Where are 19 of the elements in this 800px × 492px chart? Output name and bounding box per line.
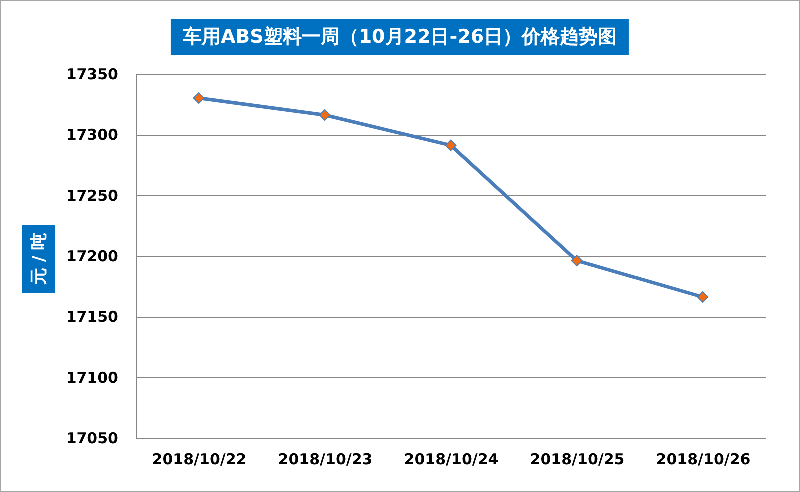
x-tick-label: 2018/10/24 bbox=[404, 450, 499, 468]
x-tick-label: 2018/10/26 bbox=[656, 450, 751, 468]
point bbox=[571, 255, 583, 267]
y-tick-label: 17100 bbox=[66, 368, 118, 387]
x-tick-label: 2018/10/25 bbox=[530, 450, 625, 468]
point bbox=[445, 140, 457, 152]
point bbox=[319, 110, 331, 121]
y-tick-label: 17050 bbox=[66, 430, 118, 448]
y-tick-label: 17150 bbox=[66, 308, 118, 326]
point bbox=[697, 292, 709, 303]
point bbox=[193, 92, 205, 104]
y-tick-label: 17300 bbox=[66, 126, 118, 144]
x-tick-label: 2018/10/22 bbox=[152, 450, 247, 468]
x-tick-label: 2018/10/23 bbox=[278, 450, 373, 468]
chart-title: 车用ABS塑料一周（10月22日-26日）价格趋势图 bbox=[170, 19, 630, 55]
y-axis-title: 元 / 吨 bbox=[22, 224, 56, 294]
y-tick-label: 17250 bbox=[66, 186, 118, 205]
y-tick-label: 17350 bbox=[66, 66, 118, 84]
y-tick-label: 17200 bbox=[66, 248, 118, 266]
